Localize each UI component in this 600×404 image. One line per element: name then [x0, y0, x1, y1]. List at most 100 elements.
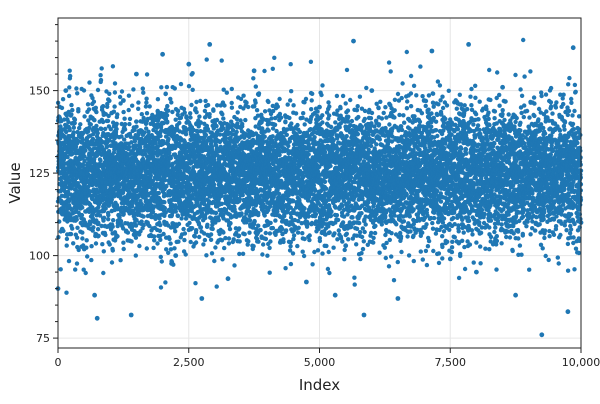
scatter-point: [285, 133, 289, 137]
scatter-point: [197, 235, 201, 239]
scatter-point: [75, 91, 79, 95]
scatter-point: [68, 74, 72, 78]
scatter-point: [183, 110, 187, 114]
scatter-point: [148, 104, 152, 108]
scatter-point: [182, 238, 186, 242]
scatter-point: [204, 253, 208, 257]
scatter-point: [312, 135, 316, 139]
scatter-point: [235, 130, 239, 134]
scatter-point: [193, 106, 197, 110]
scatter-point: [70, 226, 74, 230]
scatter-point: [83, 148, 87, 152]
scatter-point: [140, 112, 144, 116]
scatter-point: [144, 100, 148, 104]
scatter-point: [187, 221, 191, 225]
scatter-point: [127, 94, 131, 98]
scatter-point: [206, 103, 210, 107]
scatter-point: [284, 228, 288, 232]
scatter-point: [294, 111, 298, 115]
scatter-point: [271, 126, 275, 130]
scatter-point: [267, 187, 271, 191]
scatter-point: [212, 182, 216, 186]
scatter-point: [307, 238, 311, 242]
scatter-point: [199, 225, 203, 229]
scatter-point: [177, 121, 181, 125]
scatter-point: [100, 242, 104, 246]
scatter-point: [145, 246, 149, 250]
scatter-point: [165, 120, 169, 124]
scatter-point: [145, 111, 149, 115]
scatter-point: [205, 57, 209, 61]
scatter-point: [230, 106, 234, 110]
scatter-point: [241, 252, 245, 256]
scatter-point: [168, 241, 172, 245]
scatter-point: [181, 227, 185, 231]
scatter-point: [203, 99, 207, 103]
scatter-point: [76, 109, 80, 113]
scatter-point: [165, 104, 169, 108]
scatter-point: [253, 101, 257, 105]
scatter-point: [263, 109, 267, 113]
scatter-point: [246, 105, 250, 109]
scatter-point: [286, 102, 290, 106]
scatter-point: [87, 80, 91, 84]
scatter-point: [194, 100, 198, 104]
scatter-point: [273, 123, 277, 127]
scatter-point: [309, 60, 313, 64]
scatter-point: [268, 221, 272, 225]
scatter-point: [289, 62, 293, 66]
scatter-point: [237, 252, 241, 256]
scatter-point: [227, 241, 231, 245]
scatter-point: [183, 231, 187, 235]
scatter-point: [103, 127, 107, 131]
scatter-point: [277, 192, 281, 196]
scatter-point: [213, 245, 217, 249]
scatter-point: [69, 103, 73, 107]
scatter-point: [236, 110, 240, 114]
scatter-point: [94, 106, 98, 110]
scatter-point: [96, 227, 100, 231]
scatter-point: [159, 285, 163, 289]
scatter-point: [310, 262, 314, 266]
scatter-point: [174, 118, 178, 122]
scatter-point: [122, 247, 126, 251]
scatter-point: [82, 114, 86, 118]
scatter-point: [134, 236, 138, 240]
scatter-point: [291, 251, 295, 255]
scatter-point: [78, 122, 82, 126]
scatter-point: [316, 248, 320, 252]
scatter-point: [99, 127, 103, 131]
scatter-point: [101, 271, 105, 275]
scatter-point: [106, 119, 110, 123]
scatter-point: [288, 98, 292, 102]
scatter-point: [112, 104, 116, 108]
scatter-point: [209, 238, 213, 242]
scatter-point: [197, 114, 201, 118]
scatter-point: [249, 197, 253, 201]
scatter-point: [298, 130, 302, 134]
scatter-point: [103, 233, 107, 237]
scatter-point: [123, 127, 127, 131]
scatter-point: [113, 90, 117, 94]
scatter-point: [74, 86, 78, 90]
scatter-point: [111, 248, 115, 252]
scatter-point: [193, 281, 197, 285]
scatter-point: [134, 253, 138, 257]
scatter-point: [99, 78, 103, 82]
scatter-point: [155, 241, 159, 245]
scatter-point: [222, 103, 226, 107]
scatter-point: [127, 122, 131, 126]
scatter-point: [86, 102, 90, 106]
scatter-point: [160, 259, 164, 263]
scatter-point: [275, 209, 279, 213]
scatter-point: [235, 121, 239, 125]
scatter-point: [145, 72, 149, 76]
scatter-point: [271, 67, 275, 71]
scatter-point: [80, 236, 84, 240]
scatter-point: [310, 92, 314, 96]
scatter-point: [166, 251, 170, 255]
scatter-point: [238, 239, 242, 243]
scatter-point: [307, 152, 311, 156]
scatter-point: [301, 250, 305, 254]
